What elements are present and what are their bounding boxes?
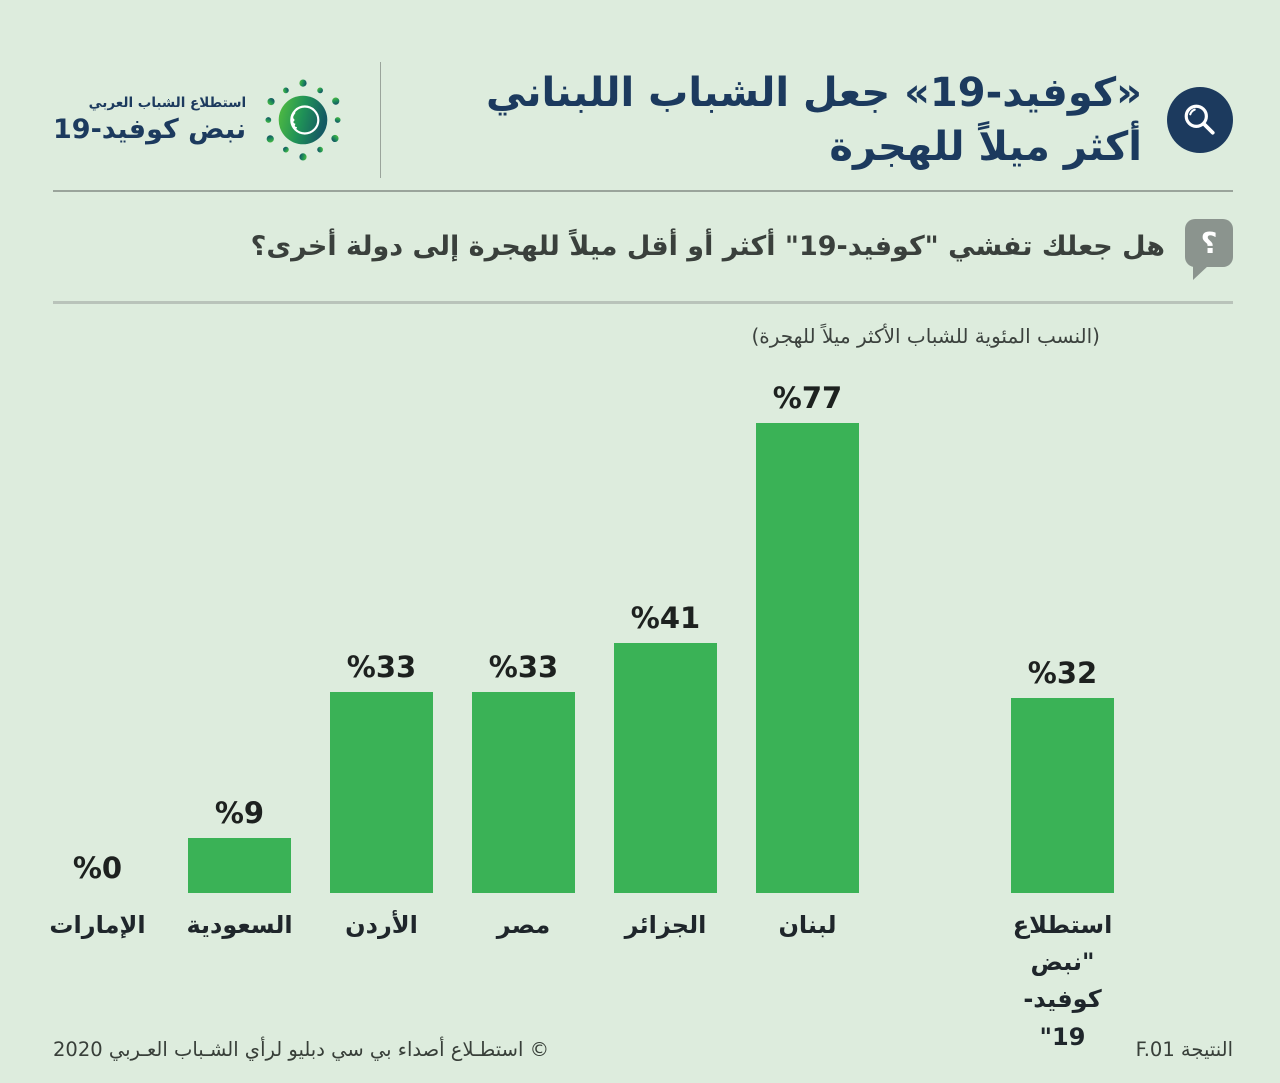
page-title-line2: أكثر ميلاً للهجرة bbox=[829, 124, 1142, 170]
bar-plot-cell: %9 bbox=[188, 413, 291, 893]
bar-plot-cell: %77 bbox=[756, 381, 859, 893]
bar-column: %9 السعودية bbox=[186, 413, 293, 944]
bar-category-label: الإمارات bbox=[49, 911, 146, 939]
bar bbox=[614, 643, 717, 893]
header: «كوفيد-19» جعل الشباب اللبناني أكثر ميلا… bbox=[0, 0, 1280, 188]
bar-value-label: %33 bbox=[346, 650, 417, 684]
brand-tagline: استطلاع الشباب العربي bbox=[88, 95, 247, 111]
bar-category-label: مصر bbox=[496, 911, 551, 939]
bar-plot-cell: %33 bbox=[472, 413, 575, 893]
bar-column: %41 الجزائر bbox=[614, 413, 717, 944]
bar-column: %77 لبنان bbox=[756, 381, 859, 944]
question-bubble-icon: ؟ bbox=[1185, 218, 1233, 280]
bar bbox=[1011, 698, 1114, 893]
chart-subtitle: (النسب المئوية للشباب الأكثر ميلاً للهجر… bbox=[751, 324, 1100, 348]
question-text: هل جعلك تفشي "كوفيد-19" أكثر أو أقل ميلا… bbox=[250, 231, 1165, 262]
bar-chart: %0 الإمارات %9 السعودية %33 الأردن %33 مصر %41 ال… bbox=[0, 381, 1280, 1056]
brand-logo: استطلاع الشباب العربي نبض كوفيد-19 bbox=[53, 75, 348, 165]
question-mark-glyph: ؟ bbox=[1200, 225, 1218, 260]
bar-plot-cell: %0 bbox=[46, 413, 149, 893]
bar-category-label: استطلاع "نبض كوفيد- 19" bbox=[1012, 911, 1113, 1051]
header-vertical-divider bbox=[380, 62, 382, 178]
bar-plot-cell: %41 bbox=[614, 413, 717, 893]
bar-value-label: %0 bbox=[72, 851, 123, 885]
question-section: ؟ هل جعلك تفشي "كوفيد-19" أكثر أو أقل مي… bbox=[53, 192, 1233, 301]
copyright-text: © استطـلاع أصداء بي سي دبليو لرأي الشـبا… bbox=[53, 1038, 550, 1061]
bar-plot-cell: %32 bbox=[1011, 413, 1114, 893]
divider-bottom bbox=[53, 301, 1233, 304]
brand-logo-text: استطلاع الشباب العربي نبض كوفيد-19 bbox=[53, 95, 246, 145]
bar bbox=[756, 423, 859, 893]
bar-category-label: الجزائر bbox=[624, 911, 707, 939]
divider-top bbox=[53, 190, 1233, 192]
brand-name: نبض كوفيد-19 bbox=[53, 114, 247, 145]
bar bbox=[472, 692, 575, 893]
bar-category-label: لبنان bbox=[778, 911, 837, 939]
bar-value-label: %41 bbox=[630, 601, 701, 635]
virus-icon bbox=[265, 79, 341, 161]
bar-value-label: %33 bbox=[488, 650, 559, 684]
bar-value-label: %77 bbox=[772, 381, 843, 415]
bar-column: %33 مصر bbox=[472, 413, 575, 944]
bar-plot-cell: %33 bbox=[330, 413, 433, 893]
result-label: النتيجة F.01 bbox=[1135, 1038, 1233, 1061]
chart-subtitle-row: (النسب المئوية للشباب الأكثر ميلاً للهجر… bbox=[53, 324, 1100, 348]
bar-column: %0 الإمارات bbox=[46, 413, 149, 944]
bar bbox=[188, 838, 291, 893]
bar bbox=[330, 692, 433, 893]
bar-category-label: السعودية bbox=[186, 911, 293, 939]
page-title-line1: «كوفيد-19» جعل الشباب اللبناني bbox=[485, 70, 1142, 116]
magnifier-badge bbox=[1167, 87, 1233, 153]
bar-category-label: الأردن bbox=[345, 911, 418, 939]
bar-column: %33 الأردن bbox=[330, 413, 433, 944]
footer: © استطـلاع أصداء بي سي دبليو لرأي الشـبا… bbox=[53, 1038, 1233, 1061]
bar-column: %32 استطلاع "نبض كوفيد- 19" bbox=[1011, 413, 1114, 1056]
page-title: «كوفيد-19» جعل الشباب اللبناني أكثر ميلا… bbox=[486, 66, 1142, 174]
search-icon bbox=[1184, 104, 1215, 135]
bar-value-label: %32 bbox=[1027, 656, 1098, 690]
bar-value-label: %9 bbox=[214, 796, 265, 830]
